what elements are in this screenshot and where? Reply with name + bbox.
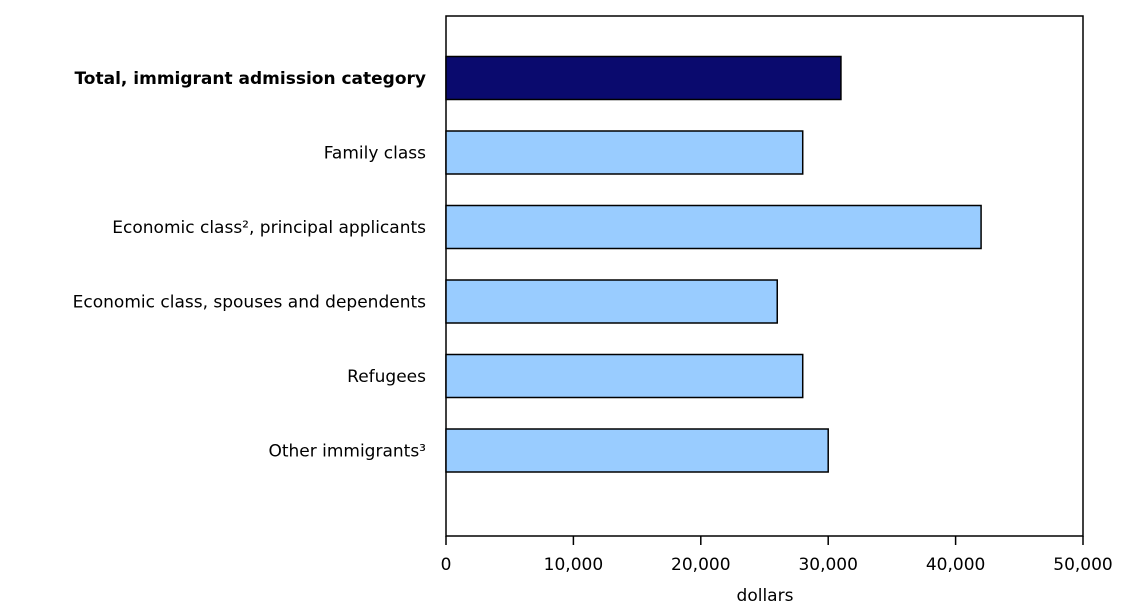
x-tick-label-10000: 10,000 <box>544 555 603 575</box>
category-label-refugees: Refugees <box>347 367 426 387</box>
bar-refugees <box>445 353 804 399</box>
x-tick-label-0: 0 <box>441 555 452 575</box>
bar-family-class <box>445 130 804 175</box>
x-tick-label-50000: 50,000 <box>1053 555 1112 575</box>
category-labels: Total, immigrant admission category Famil… <box>73 69 426 462</box>
bar-total-immigrant-admission-category <box>445 55 842 101</box>
bar-other-immigrants <box>445 428 829 473</box>
bars-group <box>445 55 982 473</box>
category-label-total-immigrant-admission-category: Total, immigrant admission category <box>74 69 426 89</box>
bar-economic-class-spouses-and-dependents <box>445 279 778 324</box>
category-label-family-class: Family class <box>324 144 426 164</box>
category-label-other-immigrants: Other immigrants³ <box>268 442 426 462</box>
category-label-economic-class-principal-applicants: Economic class², principal applicants <box>112 218 426 238</box>
x-tick-label-30000: 30,000 <box>798 555 857 575</box>
category-label-economic-class-spouses-and-dependents: Economic class, spouses and dependents <box>73 293 426 313</box>
x-axis-tick-labels: 0 10,000 20,000 30,000 40,000 50,000 <box>441 555 1113 575</box>
x-axis-title: dollars <box>737 586 794 606</box>
x-tick-label-40000: 40,000 <box>926 555 985 575</box>
x-tick-label-20000: 20,000 <box>671 555 730 575</box>
bar-economic-class-principal-applicants <box>445 204 982 250</box>
x-axis-ticks <box>445 536 1084 545</box>
